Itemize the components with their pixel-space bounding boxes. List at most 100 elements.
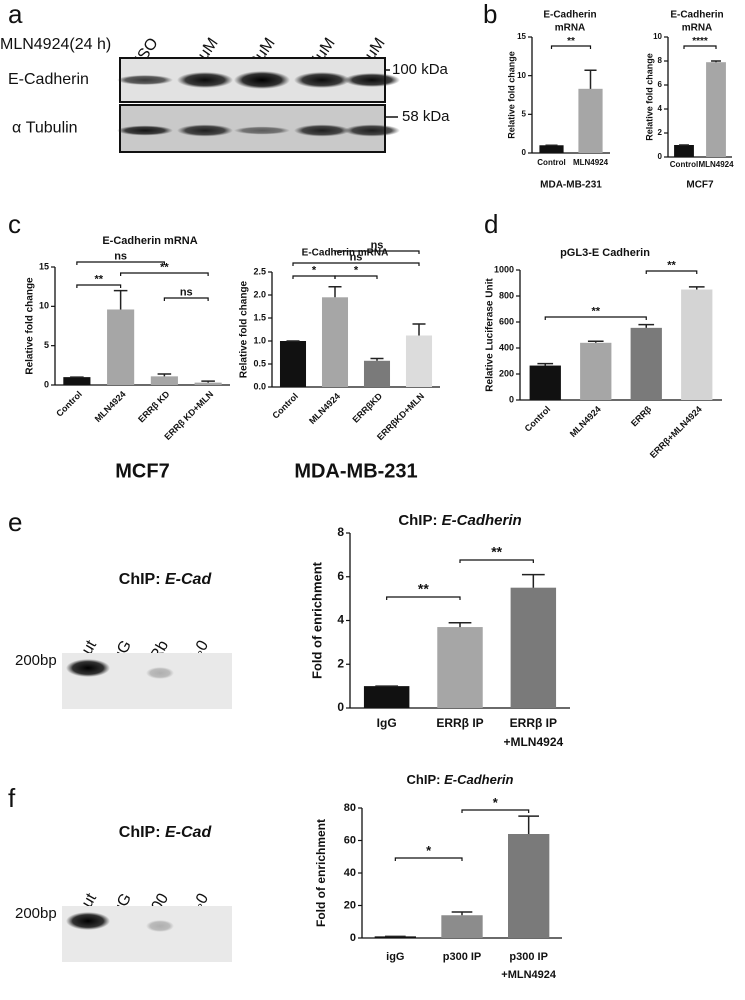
bracket-label: ns [180,287,193,299]
bracket [292,262,420,266]
x-tick-label: MLN4924 [573,158,609,167]
x-tick-label: Control [270,391,300,421]
bar [539,145,564,153]
x-tick-label: ERRβ KD [136,389,172,425]
bar [107,309,135,385]
x-tick-label: MLN4924 [307,391,342,426]
row-label: E-Cadherin [8,71,89,88]
y-tick-label: 0 [44,379,49,389]
y-tick-label: 10 [39,301,49,311]
bracket-label: ** [667,260,676,272]
gel-title-part: ChIP: [119,571,161,588]
chart-title: pGL3-E Cadherin [560,247,650,259]
blot-band [294,124,350,137]
x-tick-label: Control [54,389,84,419]
bracket [334,250,420,254]
blot-band [117,125,173,136]
marker-label: 200bp [15,652,57,669]
marker-label: 58 kDa [402,108,450,125]
bracket-label: ** [94,274,103,286]
x-tick-label: p300 IP [509,951,548,963]
treatment-label: MLN4924(24 h) [0,36,111,53]
y-axis-label: Fold of enrichment [309,561,324,679]
y-tick-label: 0 [522,148,527,157]
bar [630,327,662,400]
panel-label: b [483,0,497,29]
bar-chart: E-Cadherin mRNA Relative fold change 0 2 4 6 8 1… [644,10,734,191]
x-tick-label: +MLN4924 [503,735,563,749]
y-tick-label: 2 [658,128,663,137]
y-tick-label: 400 [499,342,514,352]
bar [279,341,307,387]
bar [150,376,178,385]
row-label: α Tubulin [12,120,78,137]
y-tick-label: 0 [509,394,514,404]
x-tick-label: ERRβ [629,404,654,429]
bar [374,936,416,938]
gel: ChIP: E-CadInputIgGIP: p300H₂0200bp [15,824,232,962]
x-axis-label: MDA-MB-231 [540,180,602,191]
y-tick-label: 0 [658,152,663,161]
blot-band [344,73,400,87]
gel-title-part: E-Cad [165,571,212,588]
blot-band [294,72,350,88]
y-axis-label: Relative fold change [25,277,36,375]
y-tick-label: 5 [44,340,49,350]
panel-label: f [8,783,16,813]
chart-title-part: ChIP: [398,512,437,529]
bracket-label: **** [692,36,708,47]
marker-label: 100 kDa [392,61,449,78]
y-tick-label: 60 [344,834,356,846]
y-tick-label: 15 [517,32,526,41]
y-tick-label: 20 [344,899,356,911]
y-tick-label: 15 [39,261,49,271]
error-bar [113,289,128,310]
y-tick-label: 0 [350,932,356,944]
bracket-label: ** [160,262,169,274]
y-axis-label: Relative Luciferase Unit [485,278,496,392]
error-bar [688,286,705,290]
error-bar [587,340,604,343]
error-bar [518,815,539,834]
x-tick-label: Control [670,160,698,169]
bracket [76,284,122,288]
bar-chart: ChIP: E-Cadherin Fold of enrichment 0 2 4 6 8 I… [309,512,570,749]
error-bar [584,69,597,89]
bar [580,342,612,400]
western-blot: MLN4924(24 h)DMSO0.1μM0.3μM0.5μM1μME-Cad… [0,35,450,153]
error-bar [537,362,554,366]
y-tick-label: 8 [658,56,663,65]
y-tick-label: 800 [499,290,514,300]
y-tick-label: 2.0 [253,289,266,299]
bracket [76,261,165,265]
chart-title: E-Cadherin [670,10,723,21]
blot-band [234,71,290,89]
chart-title: E-Cadherin mRNA [102,235,197,247]
bracket [461,809,530,813]
chart-title-part: ChIP: [407,772,441,787]
bar [706,62,726,158]
bracket-label: ns [350,252,363,264]
bar [321,297,349,387]
error-bar [711,60,721,63]
bar [363,360,391,387]
bracket-label: * [312,265,317,277]
y-tick-label: 40 [344,867,356,879]
chart-title: mRNA [682,23,713,34]
bar [194,382,222,385]
y-tick-label: 2 [337,656,344,670]
y-tick-label: 1000 [494,264,514,274]
bar-chart: E-Cadherin mRNA Relative fold change 0 5 10 1… [25,235,230,482]
x-tick-label: Control [523,404,553,434]
bar [529,365,561,400]
panel-label: d [484,209,498,239]
y-axis-label: Fold of enrichment [314,819,328,927]
x-tick-label: ERRβKD [351,391,385,425]
bar-chart: pGL3-E Cadherin Relative Luciferase Unit 0… [485,247,722,460]
error-bar [412,323,426,336]
y-tick-label: 200 [499,368,514,378]
x-tick-label: p300 IP [443,951,482,963]
bracket-label: ** [491,544,502,560]
